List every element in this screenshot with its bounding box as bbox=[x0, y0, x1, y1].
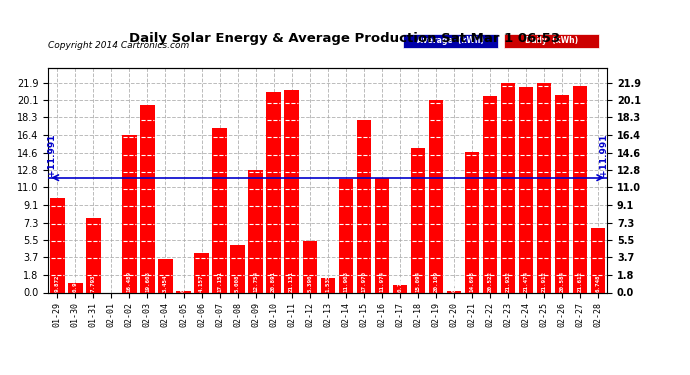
Bar bbox=[537, 83, 551, 292]
Text: +11.991: +11.991 bbox=[599, 134, 608, 176]
Text: 9.872: 9.872 bbox=[55, 274, 60, 292]
Bar bbox=[501, 82, 515, 292]
Text: Copyright 2014 Cartronics.com: Copyright 2014 Cartronics.com bbox=[48, 40, 190, 50]
Bar bbox=[393, 285, 407, 292]
Bar bbox=[357, 120, 371, 292]
FancyBboxPatch shape bbox=[504, 34, 599, 48]
Bar bbox=[68, 284, 83, 292]
Bar bbox=[573, 86, 587, 292]
Bar bbox=[177, 291, 190, 292]
FancyBboxPatch shape bbox=[403, 34, 498, 48]
Text: 17.970: 17.970 bbox=[362, 271, 366, 292]
Text: 6.748: 6.748 bbox=[595, 274, 601, 292]
Text: +11.991: +11.991 bbox=[48, 134, 57, 176]
Text: 16.489: 16.489 bbox=[127, 271, 132, 292]
Bar bbox=[213, 128, 227, 292]
Text: 19.603: 19.603 bbox=[145, 271, 150, 292]
Text: Daily  (kWh): Daily (kWh) bbox=[525, 36, 578, 45]
Bar bbox=[248, 170, 263, 292]
Text: 11.974: 11.974 bbox=[380, 271, 384, 292]
Text: 21.612: 21.612 bbox=[578, 271, 582, 292]
Bar bbox=[266, 93, 281, 292]
Text: Average  (kWh): Average (kWh) bbox=[417, 36, 484, 45]
Bar bbox=[555, 95, 569, 292]
Text: 21.932: 21.932 bbox=[506, 271, 511, 292]
Bar bbox=[483, 96, 497, 292]
Text: 21.131: 21.131 bbox=[289, 271, 294, 292]
Text: 4.157: 4.157 bbox=[199, 274, 204, 292]
Bar bbox=[411, 148, 425, 292]
Bar bbox=[122, 135, 137, 292]
Text: 15.094: 15.094 bbox=[415, 271, 420, 292]
Text: 5.008: 5.008 bbox=[235, 274, 240, 292]
Text: 20.584: 20.584 bbox=[560, 271, 564, 292]
Bar bbox=[465, 152, 479, 292]
Text: 0.202: 0.202 bbox=[181, 274, 186, 292]
Text: Daily Solar Energy & Average Production Sat Mar 1 06:53: Daily Solar Energy & Average Production … bbox=[130, 32, 560, 45]
Bar bbox=[375, 178, 389, 292]
Bar bbox=[230, 244, 245, 292]
Text: 17.151: 17.151 bbox=[217, 271, 222, 292]
Text: 20.891: 20.891 bbox=[271, 271, 276, 292]
Bar bbox=[50, 198, 65, 292]
Text: 14.698: 14.698 bbox=[469, 271, 475, 292]
Text: 0.732: 0.732 bbox=[397, 274, 402, 292]
Bar bbox=[428, 100, 443, 292]
Bar bbox=[519, 87, 533, 292]
Bar bbox=[86, 218, 101, 292]
Text: 11.903: 11.903 bbox=[344, 271, 348, 292]
Bar bbox=[284, 90, 299, 292]
Text: 12.754: 12.754 bbox=[253, 271, 258, 292]
Text: 3.454: 3.454 bbox=[163, 274, 168, 292]
Text: 0.127: 0.127 bbox=[451, 274, 457, 292]
Bar bbox=[446, 291, 461, 292]
Bar bbox=[140, 105, 155, 292]
Text: 5.390: 5.390 bbox=[307, 274, 312, 292]
Text: 1.535: 1.535 bbox=[325, 274, 331, 292]
Text: 21.912: 21.912 bbox=[542, 271, 546, 292]
Bar bbox=[195, 253, 209, 292]
Text: 20.109: 20.109 bbox=[433, 271, 438, 292]
Bar bbox=[321, 278, 335, 292]
Text: 0.943: 0.943 bbox=[73, 274, 78, 292]
Bar bbox=[339, 178, 353, 292]
Text: 7.793: 7.793 bbox=[91, 274, 96, 292]
Bar bbox=[158, 260, 172, 292]
Bar bbox=[302, 241, 317, 292]
Bar bbox=[591, 228, 605, 292]
Text: 20.522: 20.522 bbox=[488, 271, 493, 292]
Text: 21.474: 21.474 bbox=[524, 271, 529, 292]
